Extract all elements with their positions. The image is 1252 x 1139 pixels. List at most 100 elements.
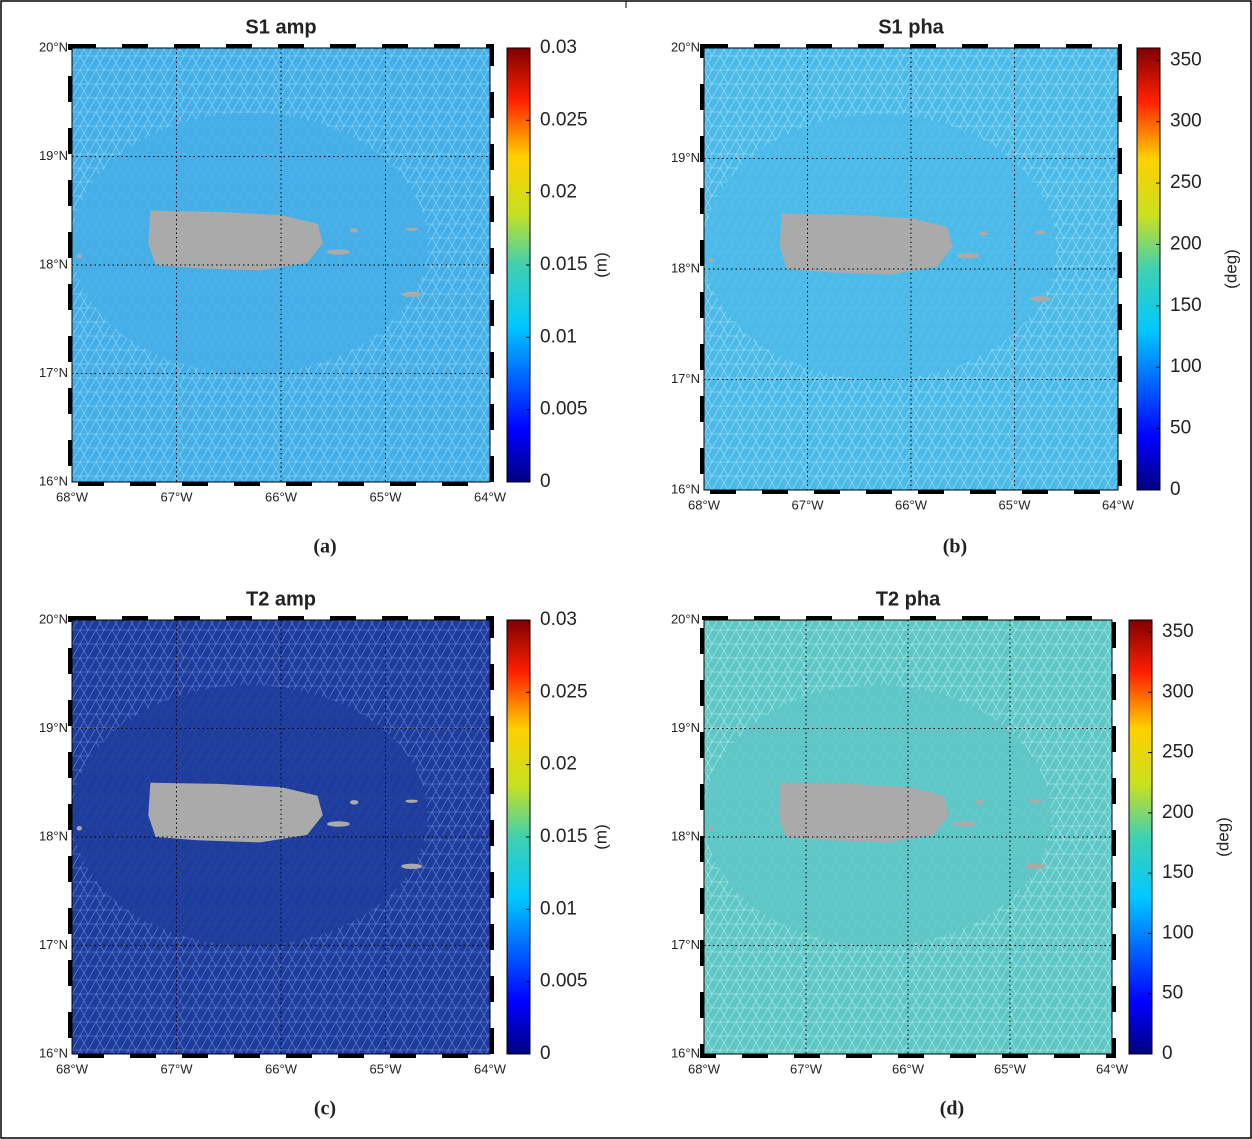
colorbar: [1128, 619, 1153, 1055]
y-tick-label: 16°N: [39, 1045, 68, 1060]
map-frame-fancy: [700, 44, 1122, 494]
island: [76, 826, 82, 831]
colorbar-tick-label: 100: [1162, 922, 1194, 943]
colorbar-tick-label: 0.005: [540, 399, 588, 420]
island: [148, 210, 323, 271]
island: [778, 782, 949, 843]
x-tick-label: 65°W: [370, 1061, 403, 1076]
x-tick-label: 67°W: [792, 497, 825, 512]
colorbar-tick-label: 0: [1170, 479, 1181, 500]
y-tick-label: 17°N: [39, 365, 68, 380]
y-tick-label: 17°N: [671, 937, 700, 952]
x-tick-label: 65°W: [994, 1061, 1027, 1076]
colorbar-tick-label: 100: [1170, 356, 1202, 377]
colorbar-label: (m): [591, 252, 610, 277]
x-tick-label: 67°W: [161, 489, 194, 504]
map-frame-fancy: [68, 616, 494, 1058]
island: [349, 800, 359, 805]
colorbar-tick-label: 50: [1162, 983, 1183, 1004]
x-tick-label: 65°W: [999, 497, 1032, 512]
island: [405, 227, 418, 231]
island: [401, 863, 423, 870]
map-frame-fancy: [68, 44, 494, 486]
x-tick-label: 66°W: [265, 1061, 298, 1076]
y-tick-label: 19°N: [39, 720, 68, 735]
colorbar-tick-label: 0.015: [540, 826, 588, 847]
colorbar-tick-label: 250: [1170, 172, 1202, 193]
x-tick-label: 64°W: [474, 1061, 507, 1076]
y-tick-label: 20°N: [671, 611, 700, 626]
panel-title: T2 amp: [246, 588, 316, 610]
colorbar-tick-label: 200: [1162, 802, 1194, 823]
colorbar-tick-label: 300: [1170, 111, 1202, 132]
y-tick-label: 17°N: [39, 937, 68, 952]
island: [979, 231, 988, 236]
colorbar-tick-label: 0.01: [540, 898, 577, 919]
colorbar-tick-label: 250: [1162, 742, 1194, 763]
island: [1029, 799, 1042, 803]
x-tick-label: 66°W: [895, 497, 928, 512]
colorbar-tick-label: 350: [1170, 49, 1202, 70]
colorbar-label: (deg): [1221, 249, 1240, 289]
panel-caption: (a): [313, 536, 336, 558]
y-tick-label: 20°N: [39, 611, 68, 626]
colorbar-tick-label: 150: [1170, 295, 1202, 316]
x-tick-label: 67°W: [790, 1061, 823, 1076]
island: [401, 291, 423, 298]
x-tick-label: 66°W: [265, 489, 298, 504]
island: [1034, 230, 1047, 235]
island: [76, 254, 82, 259]
colorbar-tick-label: 0.03: [540, 609, 577, 630]
y-tick-label: 17°N: [671, 371, 700, 386]
x-tick-label: 65°W: [370, 489, 403, 504]
y-tick-label: 19°N: [671, 720, 700, 735]
y-tick-label: 18°N: [671, 260, 700, 275]
x-tick-label: 64°W: [1102, 497, 1135, 512]
island: [326, 249, 350, 255]
y-tick-label: 18°N: [39, 828, 68, 843]
y-tick-label: 20°N: [671, 39, 700, 54]
colorbar-label: (m): [591, 824, 610, 849]
colorbar-tick-label: 0.015: [540, 254, 588, 275]
y-tick-label: 16°N: [39, 473, 68, 488]
map-frame-fancy: [700, 616, 1116, 1058]
colorbar-tick-label: 0.005: [540, 971, 588, 992]
colorbar-label: (deg): [1213, 817, 1232, 857]
y-tick-label: 19°N: [671, 150, 700, 165]
colorbar-tick-label: 350: [1162, 621, 1194, 642]
island: [708, 257, 714, 263]
island: [405, 799, 418, 803]
island: [956, 252, 980, 259]
panel-title: S1 amp: [245, 16, 316, 38]
colorbar-tick-label: 0.03: [540, 37, 577, 58]
island: [779, 213, 953, 275]
y-tick-label: 20°N: [39, 39, 68, 54]
y-tick-label: 18°N: [671, 828, 700, 843]
x-tick-label: 64°W: [474, 489, 507, 504]
panel-caption: (d): [940, 1098, 964, 1120]
panel-caption: (b): [943, 536, 967, 558]
x-tick-label: 64°W: [1096, 1061, 1129, 1076]
colorbar-tick-label: 0.02: [540, 754, 577, 775]
panel-title: S1 pha: [878, 16, 944, 38]
island: [708, 826, 714, 831]
island: [148, 782, 323, 843]
x-tick-label: 68°W: [688, 497, 721, 512]
colorbar: [1136, 47, 1161, 491]
colorbar-tick-label: 150: [1162, 862, 1194, 883]
x-tick-label: 68°W: [688, 1061, 721, 1076]
x-tick-label: 67°W: [161, 1061, 194, 1076]
colorbar-tick-label: 300: [1162, 681, 1194, 702]
y-tick-label: 16°N: [671, 1045, 700, 1060]
colorbar-tick-label: 0.02: [540, 182, 577, 203]
panel-title: T2 pha: [876, 588, 941, 610]
colorbar-tick-label: 0: [540, 471, 551, 492]
island: [1025, 863, 1046, 870]
island: [1030, 296, 1051, 302]
colorbar-tick-label: 0.01: [540, 326, 577, 347]
colorbar-tick-label: 0: [1162, 1043, 1173, 1064]
island: [952, 821, 976, 827]
colorbar-tick-label: 0.025: [540, 681, 588, 702]
y-tick-label: 16°N: [671, 481, 700, 496]
island: [975, 800, 984, 805]
